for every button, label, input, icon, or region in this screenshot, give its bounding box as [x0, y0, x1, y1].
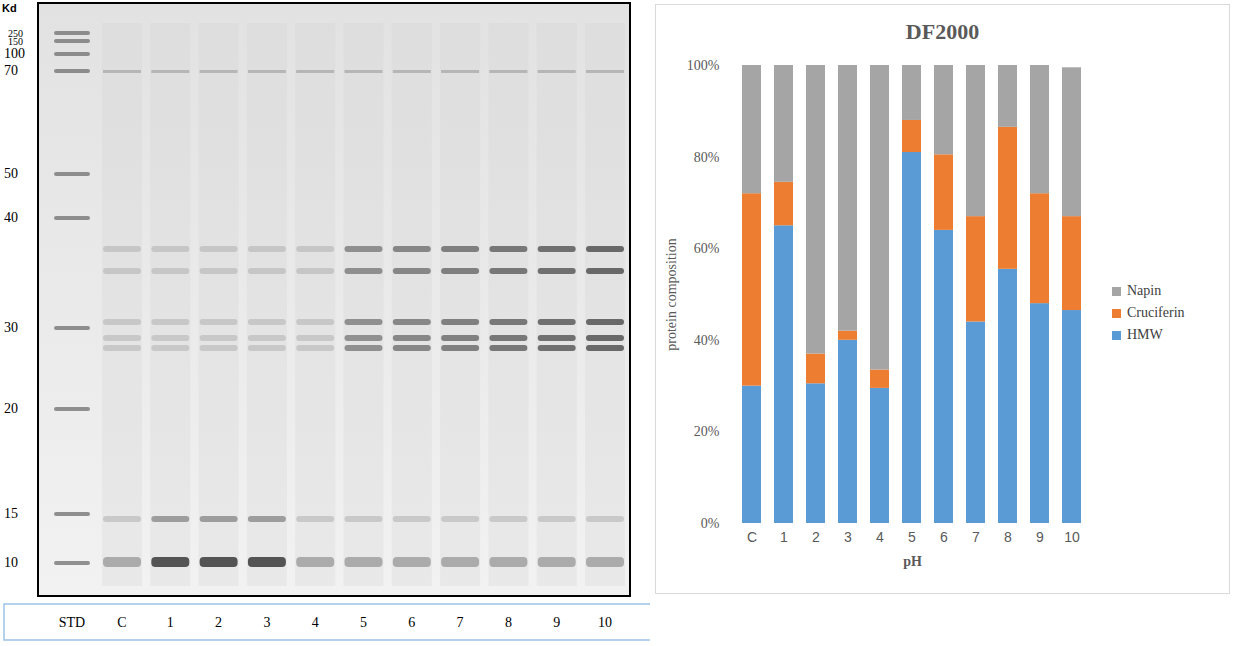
svg-text:4: 4 [312, 615, 319, 630]
svg-text:7: 7 [972, 529, 980, 545]
html-text:HMW: HMW [1127, 327, 1163, 342]
svg-text:protein composition: protein composition [664, 238, 679, 350]
html-text:Napin: Napin [1127, 283, 1162, 298]
html-text:Cruciferin: Cruciferin [1127, 305, 1185, 320]
svg-text:7: 7 [457, 615, 464, 630]
svg-text:5: 5 [360, 615, 367, 630]
svg-text:8: 8 [1004, 529, 1012, 545]
svg-text:2: 2 [812, 529, 820, 545]
svg-text:9: 9 [1036, 529, 1044, 545]
svg-text:30: 30 [4, 320, 18, 335]
svg-text:250: 250 [8, 28, 23, 39]
svg-text:0%: 0% [701, 516, 720, 531]
svg-text:40: 40 [4, 210, 18, 225]
svg-text:3: 3 [263, 615, 270, 630]
svg-text:9: 9 [553, 615, 560, 630]
svg-text:6: 6 [408, 615, 415, 630]
svg-text:60%: 60% [694, 241, 720, 256]
svg-text:6: 6 [940, 529, 948, 545]
svg-text:C: C [747, 529, 757, 545]
html-text:DF2000: DF2000 [905, 19, 980, 44]
svg-text:STD: STD [59, 615, 85, 630]
svg-text:4: 4 [876, 529, 884, 545]
svg-text:70: 70 [4, 63, 18, 78]
svg-text:50: 50 [4, 166, 18, 181]
svg-text:150: 150 [8, 36, 23, 47]
svg-text:100%: 100% [687, 58, 720, 73]
svg-text:5: 5 [908, 529, 916, 545]
svg-text:2: 2 [215, 615, 222, 630]
svg-text:10: 10 [598, 615, 612, 630]
svg-text:10: 10 [1064, 529, 1080, 545]
svg-text:pH: pH [903, 554, 922, 569]
svg-text:100: 100 [4, 46, 25, 61]
svg-text:15: 15 [4, 506, 18, 521]
svg-text:1: 1 [167, 615, 174, 630]
svg-text:20: 20 [4, 401, 18, 416]
svg-text:1: 1 [780, 529, 788, 545]
svg-text:80%: 80% [694, 150, 720, 165]
svg-text:10: 10 [4, 555, 18, 570]
svg-text:40%: 40% [694, 333, 720, 348]
svg-text:C: C [117, 615, 126, 630]
svg-text:20%: 20% [694, 424, 720, 439]
svg-text:Kd: Kd [2, 2, 17, 14]
svg-text:3: 3 [844, 529, 852, 545]
svg-text:8: 8 [505, 615, 512, 630]
